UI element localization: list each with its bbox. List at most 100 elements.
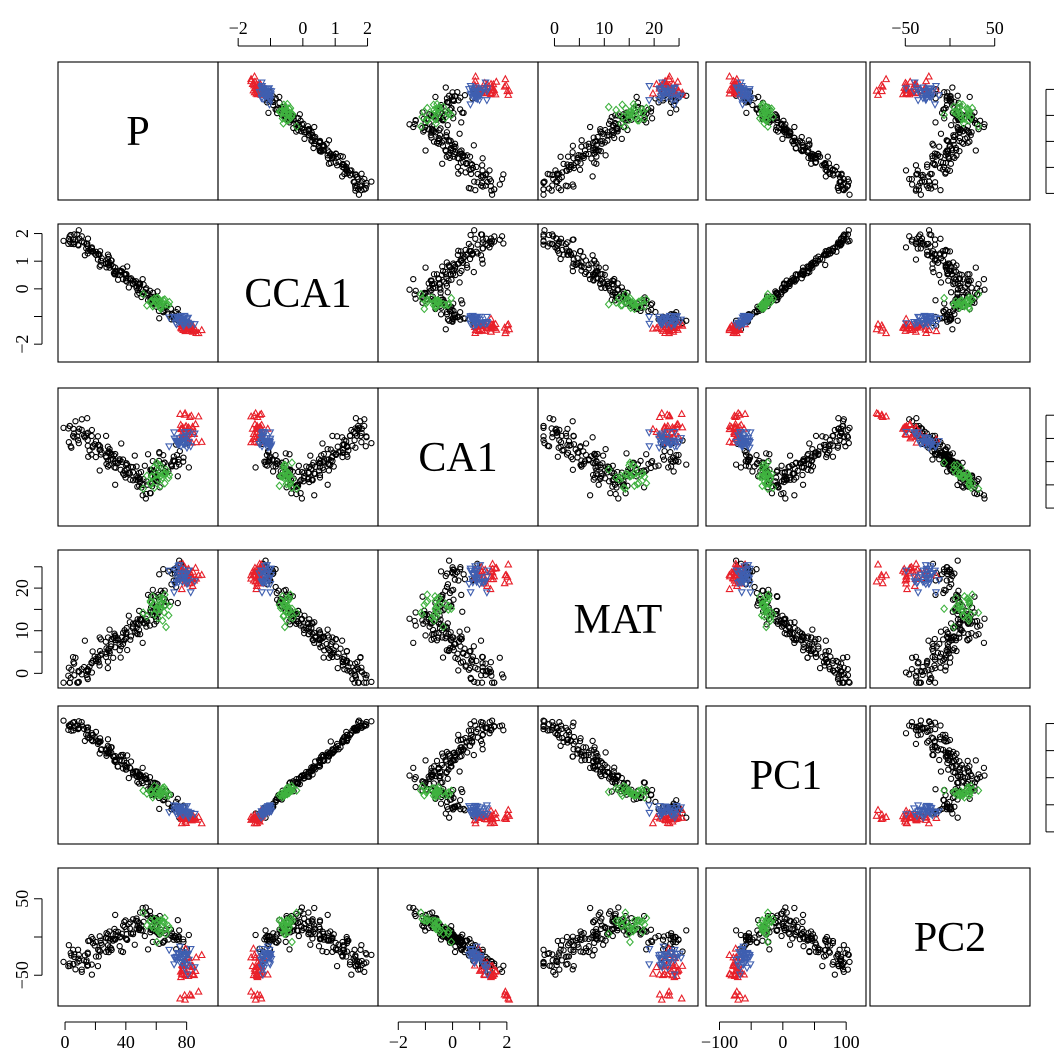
- point-circle: [463, 159, 470, 167]
- point-diamond: [423, 116, 432, 125]
- point-diamond: [640, 113, 649, 123]
- point-diamond: [423, 103, 432, 113]
- point-diamond: [755, 113, 764, 123]
- point-triangle-down: [657, 95, 666, 103]
- panel-cca1-vs-cca1: CCA1: [217, 223, 379, 363]
- point-circle: [824, 153, 831, 160]
- point-diamond: [441, 113, 450, 123]
- point-circle: [479, 155, 486, 162]
- point-circle: [174, 473, 181, 480]
- point-circle: [582, 440, 590, 447]
- point-circle: [789, 138, 796, 145]
- point-circle: [947, 122, 955, 129]
- point-triangle-up: [197, 437, 206, 445]
- point-triangle-down: [670, 84, 679, 92]
- point-circle: [908, 181, 916, 188]
- point-circle: [141, 462, 148, 469]
- point-circle: [647, 108, 655, 115]
- point-circle: [320, 654, 327, 661]
- point-diamond: [447, 110, 456, 120]
- point-triangle-down: [468, 88, 477, 96]
- point-circle: [550, 175, 557, 183]
- point-diamond: [757, 100, 766, 110]
- point-circle: [604, 137, 611, 144]
- point-circle: [311, 123, 318, 131]
- point-circle: [640, 484, 648, 491]
- point-circle: [633, 93, 640, 101]
- point-circle: [595, 481, 602, 488]
- point-circle: [420, 128, 427, 135]
- panel-mat-vs-mat: MAT: [537, 549, 699, 689]
- point-triangle-down: [662, 94, 671, 103]
- point-diamond: [761, 107, 770, 117]
- point-diamond: [284, 110, 293, 120]
- point-triangle-down: [263, 86, 273, 94]
- point-circle: [334, 664, 341, 672]
- point-circle: [185, 464, 192, 471]
- point-circle: [272, 452, 279, 459]
- point-circle: [594, 133, 601, 141]
- point-circle: [753, 106, 760, 113]
- point-triangle-down: [672, 94, 681, 103]
- point-circle: [114, 276, 122, 283]
- point-circle: [368, 178, 375, 185]
- point-circle: [71, 672, 78, 679]
- point-circle: [564, 153, 572, 160]
- point-circle: [81, 637, 89, 644]
- point-circle: [102, 432, 110, 440]
- panel-p-vs-pc1: [705, 61, 867, 201]
- point-circle: [806, 440, 813, 447]
- point-triangle-down: [913, 97, 923, 105]
- point-circle: [582, 142, 590, 149]
- point-circle: [623, 450, 630, 457]
- point-circle: [84, 415, 91, 422]
- point-circle: [338, 173, 346, 180]
- point-circle: [830, 172, 837, 179]
- point-circle: [586, 492, 594, 499]
- point-circle: [466, 153, 474, 160]
- point-circle: [439, 654, 447, 661]
- point-circle: [78, 416, 85, 423]
- point-circle: [954, 92, 961, 99]
- point-triangle-up: [677, 409, 686, 417]
- point-triangle-up: [503, 86, 512, 95]
- panel-mat-vs-pc1: [705, 549, 867, 689]
- point-triangle-down: [675, 93, 684, 101]
- panel-cca1-vs-p: [57, 223, 219, 363]
- point-triangle-up: [725, 584, 734, 593]
- point-circle: [460, 109, 467, 116]
- point-triangle-up: [501, 74, 510, 83]
- point-circle: [439, 142, 447, 149]
- point-circle: [822, 637, 829, 644]
- point-circle: [829, 453, 837, 460]
- point-circle: [412, 287, 419, 294]
- point-circle: [352, 184, 359, 192]
- point-circle: [460, 158, 467, 166]
- point-circle: [541, 178, 548, 185]
- point-circle: [615, 121, 622, 128]
- point-circle: [88, 426, 96, 434]
- point-circle: [774, 116, 781, 124]
- point-circle: [472, 235, 479, 242]
- point-circle: [555, 184, 562, 192]
- point-circle: [574, 154, 581, 162]
- point-circle: [96, 467, 103, 474]
- point-circle: [774, 128, 782, 135]
- point-circle: [454, 154, 461, 162]
- point-circle: [949, 84, 956, 91]
- point-circle: [131, 452, 138, 459]
- point-triangle-down: [482, 88, 492, 96]
- point-circle: [445, 138, 452, 145]
- point-triangle-up: [471, 71, 480, 80]
- point-circle: [577, 160, 584, 167]
- point-triangle-down: [737, 589, 746, 597]
- point-circle: [437, 311, 445, 318]
- panel-ca1-vs-ca1: CA1: [377, 387, 539, 527]
- point-diamond: [635, 107, 644, 117]
- point-triangle-up: [665, 71, 674, 80]
- point-diamond: [638, 107, 647, 117]
- point-circle: [454, 163, 462, 171]
- point-diamond: [432, 118, 440, 128]
- point-triangle-down: [186, 589, 195, 597]
